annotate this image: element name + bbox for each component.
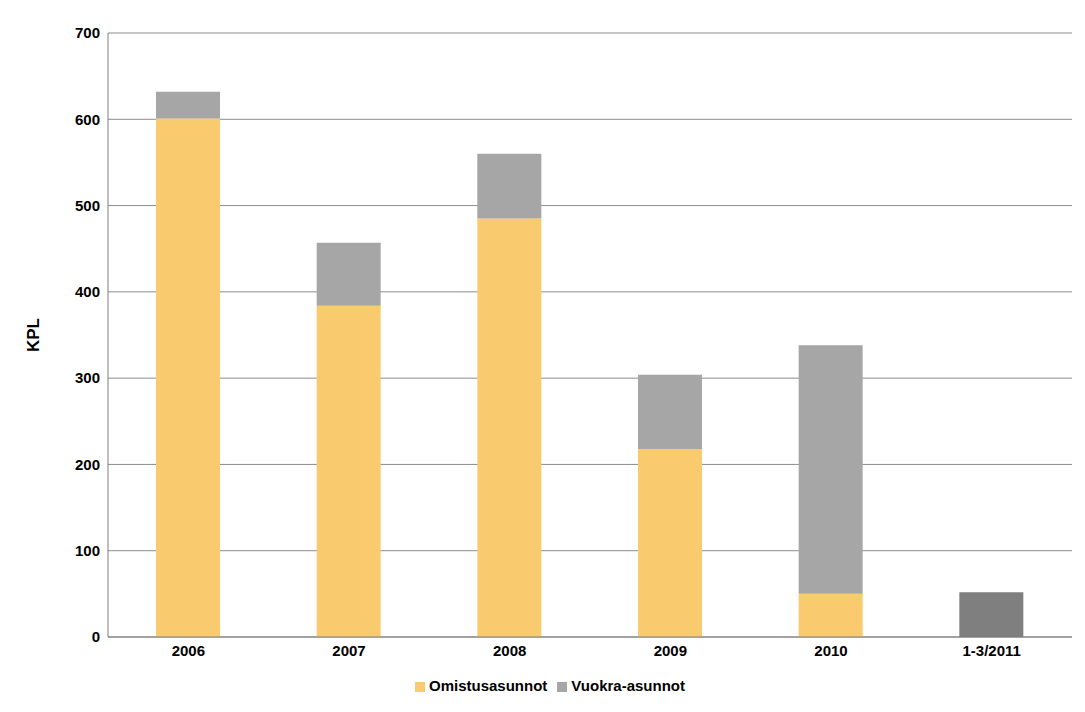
svg-text:500: 500 [75, 197, 100, 214]
svg-text:2010: 2010 [814, 642, 847, 659]
svg-text:400: 400 [75, 283, 100, 300]
svg-text:2008: 2008 [493, 642, 526, 659]
svg-text:600: 600 [75, 111, 100, 128]
svg-text:700: 700 [75, 24, 100, 41]
svg-text:200: 200 [75, 456, 100, 473]
svg-text:2007: 2007 [332, 642, 365, 659]
svg-text:1-3/2011: 1-3/2011 [962, 642, 1020, 659]
svg-text:2006: 2006 [172, 642, 205, 659]
svg-text:0: 0 [92, 628, 100, 645]
html-text:Omistusasunnot: Omistusasunnot [429, 677, 548, 694]
html-text:Vuokra-asunnot: Vuokra-asunnot [571, 677, 685, 694]
svg-text:300: 300 [75, 369, 100, 386]
svg-text:KPL: KPL [24, 318, 43, 352]
svg-text:100: 100 [75, 542, 100, 559]
svg-text:2009: 2009 [654, 642, 687, 659]
